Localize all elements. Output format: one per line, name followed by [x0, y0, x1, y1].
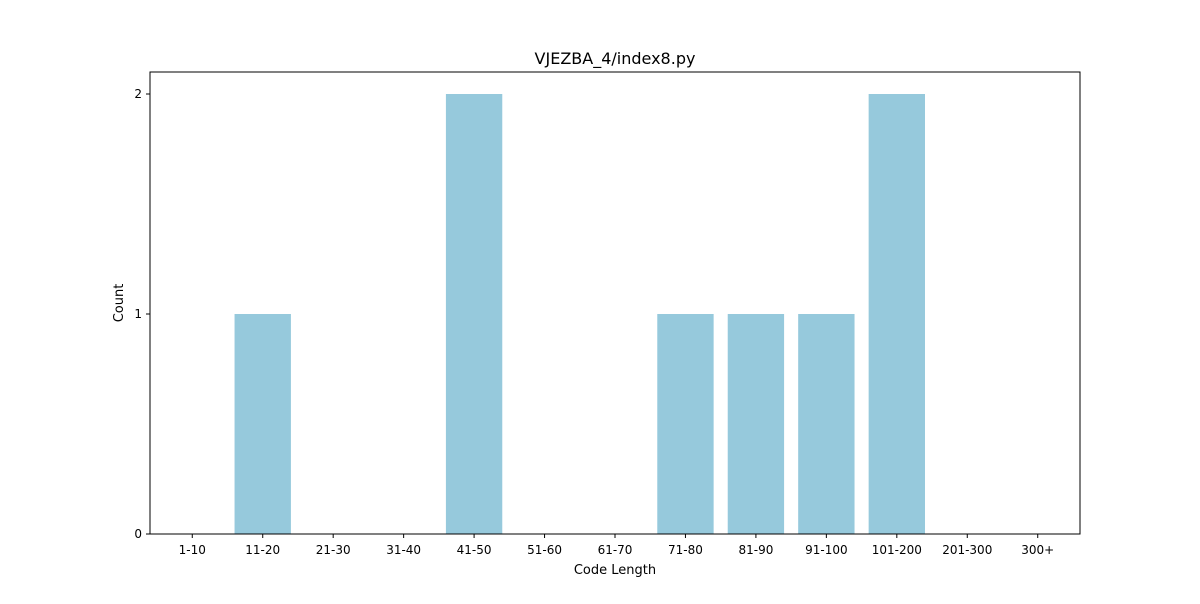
x-tick-label: 81-90: [738, 543, 773, 557]
x-tick-label: 51-60: [527, 543, 562, 557]
bar-91-100: [798, 314, 855, 534]
y-tick-label: 2: [134, 87, 142, 101]
x-tick-label: 71-80: [668, 543, 703, 557]
x-tick-label: 61-70: [598, 543, 633, 557]
bar-11-20: [234, 314, 291, 534]
x-tick-label: 300+: [1021, 543, 1054, 557]
x-tick-label: 201-300: [942, 543, 992, 557]
x-tick-label: 91-100: [805, 543, 848, 557]
x-tick-label: 1-10: [179, 543, 206, 557]
bar-41-50: [445, 94, 503, 534]
y-tick-label: 1: [134, 307, 142, 321]
y-axis-label: Count: [112, 284, 127, 323]
x-axis-label: Code Length: [574, 563, 656, 578]
bar-71-80: [657, 314, 714, 534]
y-tick-label: 0: [134, 527, 142, 541]
bar-81-90: [727, 314, 785, 534]
y-axis-ticks: 0 1 2: [134, 87, 150, 541]
bars-group: [234, 94, 925, 534]
bar-101-200: [868, 94, 925, 534]
x-tick-label: 101-200: [872, 543, 922, 557]
x-tick-label: 11-20: [245, 543, 280, 557]
x-tick-label: 31-40: [386, 543, 421, 557]
x-tick-label: 21-30: [316, 543, 351, 557]
x-axis-ticks: 1-10 11-20 21-30 31-40 41-50 51-60 61-70 71-80 8…: [179, 534, 1054, 557]
x-tick-label: 41-50: [457, 543, 492, 557]
chart-title: VJEZBA_4/index8.py: [535, 49, 696, 69]
